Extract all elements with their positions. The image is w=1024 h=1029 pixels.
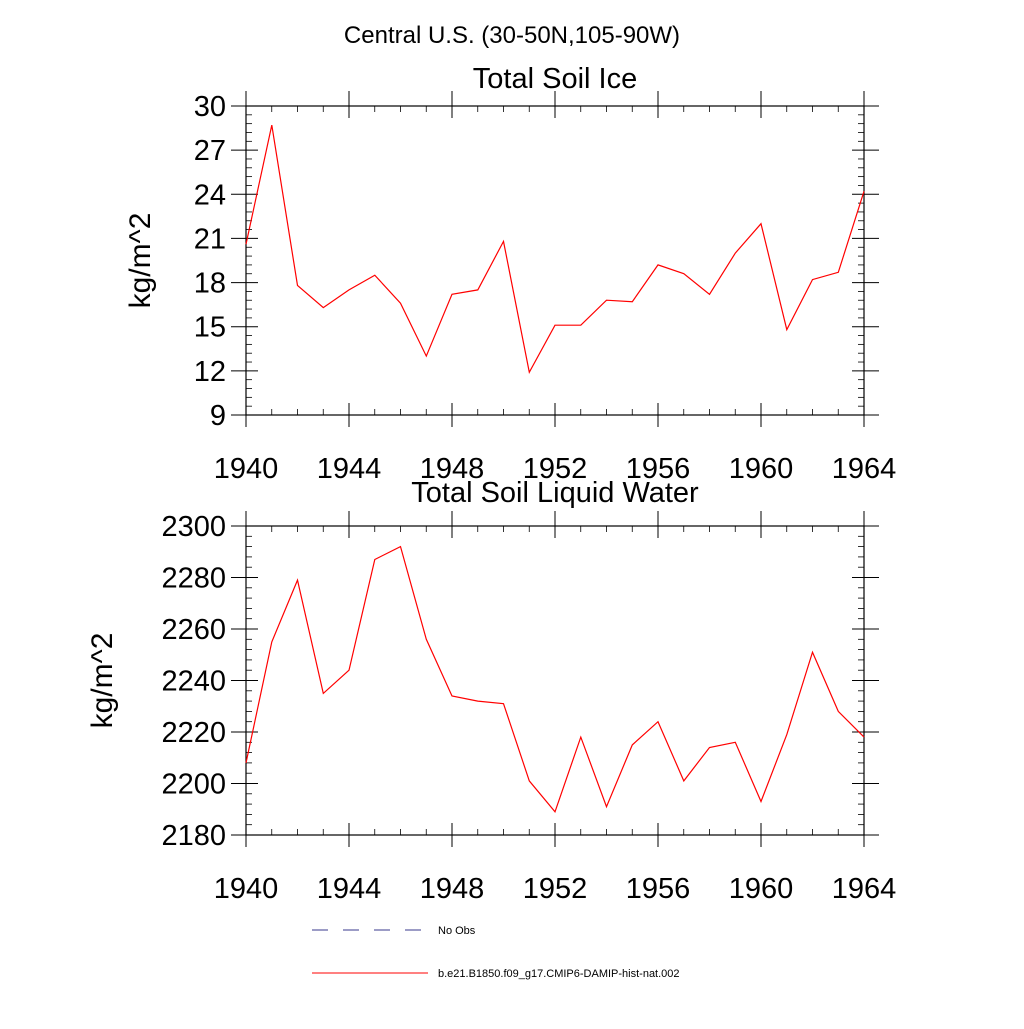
y-tick-label: 18 [194,268,226,300]
x-tick-label: 1948 [420,873,485,905]
series-line [245,545,865,814]
y-tick-label: 24 [194,179,226,211]
x-tick-label: 1948 [420,453,485,485]
y-tick-label: 30 [194,91,226,123]
y-tick-label: 2180 [161,820,226,852]
x-tick-label: 1956 [626,873,691,905]
chart-panel: Total Soil Ice kg/m^2 1940 1944 1948 1952 1956… [124,63,896,485]
y-tick-label: 12 [194,356,226,388]
chart-title: Total Soil Liquid Water [411,477,699,509]
x-tick-label: 1952 [523,453,588,485]
x-tick-label: 1944 [317,873,382,905]
x-tick-label: 1940 [214,873,279,905]
x-tick-label: 1944 [317,453,382,485]
series-line [245,124,865,375]
x-tick-label: 1960 [729,873,794,905]
y-tick-label: 2240 [161,666,226,698]
legend-label: No Obs [438,925,476,937]
x-tick-label: 1964 [832,453,897,485]
y-tick-label: 2300 [161,511,226,543]
legend-label: b.e21.B1850.f09_g17.CMIP6-DAMIP-hist-nat… [438,968,680,980]
legend: No Obs b.e21.B1850.f09_g17.CMIP6-DAMIP-hi… [312,925,680,980]
plot-frame [245,525,865,836]
chart-panel: Total Soil Liquid Water kg/m^2 1940 1944 194… [86,477,896,905]
y-tick-label: 27 [194,135,226,167]
x-tick-label: 1956 [626,453,691,485]
x-tick-label: 1960 [729,453,794,485]
plot-frame [245,105,865,416]
figure-title: Central U.S. (30-50N,105-90W) [344,22,680,49]
y-tick-label: 2200 [161,769,226,801]
y-tick-label: 2280 [161,563,226,595]
y-tick-label: 2260 [161,614,226,646]
y-tick-label: 2220 [161,717,226,749]
y-axis-label: kg/m^2 [86,633,119,729]
x-tick-label: 1952 [523,873,588,905]
x-tick-label: 1964 [832,873,897,905]
x-tick-label: 1940 [214,453,279,485]
y-tick-label: 21 [194,223,226,255]
y-tick-label: 9 [210,400,226,432]
chart-title: Total Soil Ice [473,63,637,95]
y-axis-label: kg/m^2 [124,213,157,309]
y-tick-label: 15 [194,312,226,344]
